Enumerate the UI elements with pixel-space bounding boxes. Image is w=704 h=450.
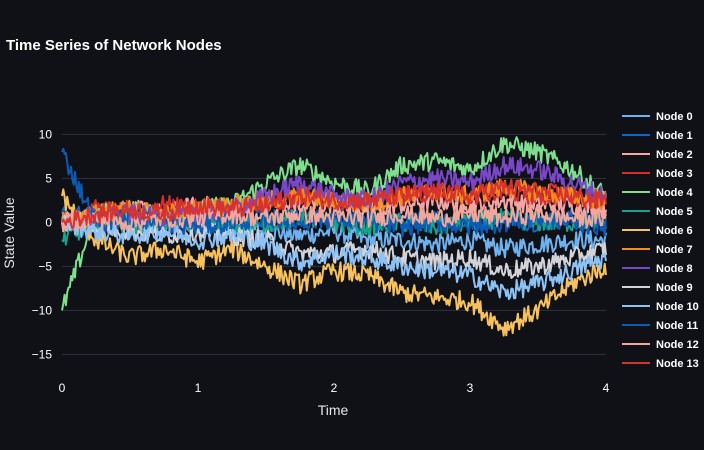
legend-label: Node 5 [656, 206, 693, 218]
x-axis-ticks: 0 1 2 3 4 [59, 381, 610, 395]
y-tick-label: 5 [45, 171, 52, 185]
legend-label: Node 1 [656, 130, 693, 142]
legend-item-node-11[interactable]: Node 11 [622, 320, 698, 332]
x-axis-title: Time [318, 402, 349, 418]
x-tick-label: 2 [331, 381, 338, 395]
series-line-node-13 [61, 178, 607, 230]
y-tick-label: −10 [32, 303, 53, 317]
x-tick-label: 1 [195, 381, 202, 395]
legend-label: Node 7 [656, 244, 693, 256]
series-line-node-10 [61, 215, 607, 301]
series-line-node-6 [61, 188, 607, 337]
legend[interactable]: Node 0 Node 1 Node 2 Node 3 Node 4 Node 5 Node… [622, 111, 699, 370]
legend-label: Node 11 [656, 320, 698, 332]
legend-label: Node 13 [656, 358, 699, 370]
legend-label: Node 4 [656, 187, 694, 199]
legend-label: Node 9 [656, 282, 693, 294]
y-axis-title: State Value [1, 197, 17, 269]
legend-label: Node 12 [656, 339, 699, 351]
y-tick-label: 0 [45, 215, 52, 229]
series-layer [61, 136, 607, 337]
legend-item-node-8[interactable]: Node 8 [622, 263, 693, 275]
legend-item-node-0[interactable]: Node 0 [622, 111, 693, 123]
legend-label: Node 3 [656, 168, 693, 180]
legend-item-node-1[interactable]: Node 1 [622, 130, 693, 142]
legend-item-node-10[interactable]: Node 10 [622, 301, 699, 313]
x-tick-label: 0 [59, 381, 66, 395]
legend-label: Node 6 [656, 225, 693, 237]
y-tick-label: 10 [39, 127, 53, 141]
y-axis-ticks: 10 5 0 −5 −10 −15 [32, 127, 53, 361]
legend-item-node-12[interactable]: Node 12 [622, 339, 699, 351]
legend-item-node-7[interactable]: Node 7 [622, 244, 693, 256]
x-tick-label: 4 [603, 381, 610, 395]
legend-item-node-9[interactable]: Node 9 [622, 282, 693, 294]
legend-label: Node 2 [656, 149, 693, 161]
legend-label: Node 8 [656, 263, 693, 275]
legend-item-node-5[interactable]: Node 5 [622, 206, 693, 218]
legend-item-node-13[interactable]: Node 13 [622, 358, 699, 370]
legend-item-node-2[interactable]: Node 2 [622, 149, 693, 161]
legend-label: Node 10 [656, 301, 699, 313]
legend-item-node-4[interactable]: Node 4 [622, 187, 694, 199]
y-tick-label: −15 [32, 347, 53, 361]
chart-title: Time Series of Network Nodes [6, 37, 222, 54]
legend-label: Node 0 [656, 111, 693, 123]
x-tick-label: 3 [467, 381, 474, 395]
y-tick-label: −5 [38, 259, 52, 273]
legend-item-node-6[interactable]: Node 6 [622, 225, 693, 237]
legend-item-node-3[interactable]: Node 3 [622, 168, 693, 180]
